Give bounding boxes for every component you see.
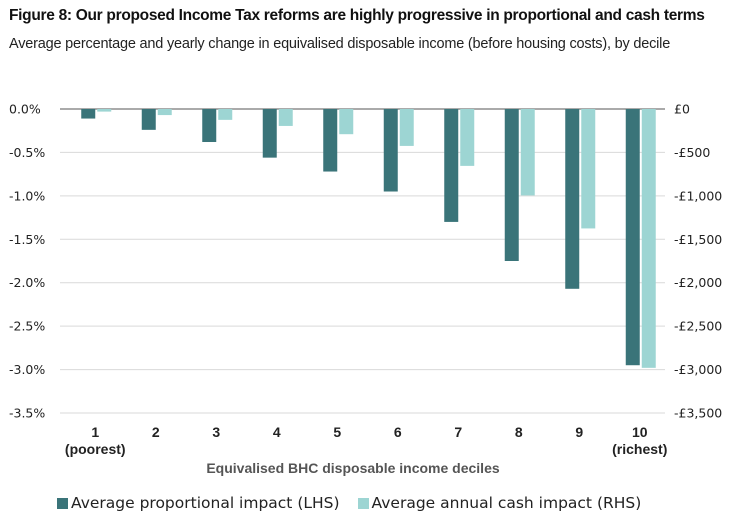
right-tick-label: -£3,500 bbox=[674, 406, 722, 421]
left-tick-label: -1.0% bbox=[9, 188, 45, 203]
right-tick-label: -£1,500 bbox=[674, 232, 722, 247]
bars bbox=[81, 109, 656, 368]
chart-subtitle: Average percentage and yearly change in … bbox=[9, 36, 671, 52]
bar-cash-decile-9 bbox=[581, 109, 596, 229]
left-tick-label: -3.0% bbox=[9, 362, 45, 377]
left-axis-ticks: 0.0% -0.5% -1.0% -1.5% -2.0% -2.5% -3.0% -3.5% bbox=[9, 102, 45, 421]
bar-proportional-decile-1 bbox=[81, 109, 96, 119]
bar-cash-decile-8 bbox=[520, 109, 535, 196]
right-tick-label: -£2,500 bbox=[674, 319, 722, 334]
legend: Average proportional impact (LHS) Averag… bbox=[57, 494, 659, 512]
x-tick-label: 3 bbox=[212, 424, 220, 440]
x-tick-label: 5 bbox=[333, 424, 341, 440]
bar-proportional-decile-9 bbox=[565, 109, 580, 289]
bar-proportional-decile-10 bbox=[625, 109, 640, 366]
gridlines bbox=[60, 108, 665, 414]
bar-cash-decile-6 bbox=[399, 109, 414, 146]
bar-proportional-decile-3 bbox=[202, 109, 217, 143]
x-tick-label: 9 bbox=[575, 424, 583, 440]
left-tick-label: -2.5% bbox=[9, 319, 45, 334]
left-tick-label: -2.0% bbox=[9, 275, 45, 290]
bar-cash-decile-3 bbox=[218, 109, 233, 120]
x-tick-label: 7 bbox=[454, 424, 462, 440]
bar-cash-decile-1 bbox=[97, 109, 112, 112]
x-tick-label: 10 bbox=[632, 424, 648, 440]
left-tick-label: -1.5% bbox=[9, 232, 45, 247]
x-tick-label: 2 bbox=[152, 424, 160, 440]
bar-cash-decile-10 bbox=[641, 109, 656, 368]
left-tick-label: -3.5% bbox=[9, 406, 45, 421]
right-axis-ticks: £0 -£500 -£1,000 -£1,500 -£2,000 -£2,500 -£3,0… bbox=[674, 102, 722, 421]
legend-swatch-proportional bbox=[57, 497, 68, 509]
x-tick-label: 8 bbox=[515, 424, 523, 440]
legend-item-cash: Average annual cash impact (RHS) bbox=[357, 494, 642, 512]
legend-label-proportional: Average proportional impact (LHS) bbox=[71, 494, 340, 512]
legend-swatch-cash bbox=[357, 497, 369, 509]
x-tick-sublabel: (richest) bbox=[612, 441, 667, 457]
x-tick-label: 6 bbox=[394, 424, 402, 440]
chart-title: Figure 8: Our proposed Income Tax reform… bbox=[9, 7, 705, 24]
right-tick-label: -£1,000 bbox=[674, 188, 722, 203]
left-tick-label: 0.0% bbox=[9, 102, 41, 117]
x-tick-sublabel: (poorest) bbox=[65, 441, 126, 457]
bar-cash-decile-7 bbox=[460, 109, 475, 166]
right-tick-label: -£500 bbox=[674, 145, 710, 160]
bar-cash-decile-2 bbox=[157, 109, 172, 116]
bar-proportional-decile-2 bbox=[141, 109, 156, 130]
right-tick-label: £0 bbox=[674, 102, 690, 117]
right-tick-label: -£3,000 bbox=[674, 362, 722, 377]
right-tick-label: -£2,000 bbox=[674, 275, 722, 290]
legend-label-cash: Average annual cash impact (RHS) bbox=[371, 494, 642, 512]
x-tick-label: 4 bbox=[273, 424, 281, 440]
bar-cash-decile-4 bbox=[278, 109, 293, 126]
bar-proportional-decile-8 bbox=[504, 109, 519, 261]
bar-proportional-decile-4 bbox=[262, 109, 277, 158]
bar-cash-decile-5 bbox=[339, 109, 354, 135]
x-axis-ticks: 1(poorest) 2 3 4 5 6 7 8 9 10(richest) bbox=[65, 424, 667, 457]
legend-item-proportional: Average proportional impact (LHS) bbox=[57, 494, 340, 512]
left-tick-label: -0.5% bbox=[9, 145, 45, 160]
bar-proportional-decile-6 bbox=[383, 109, 398, 192]
bar-proportional-decile-7 bbox=[444, 109, 459, 222]
bar-proportional-decile-5 bbox=[323, 109, 338, 172]
x-tick-label: 1 bbox=[91, 424, 99, 440]
x-axis-label: Equivalised BHC disposable income decile… bbox=[206, 460, 500, 476]
